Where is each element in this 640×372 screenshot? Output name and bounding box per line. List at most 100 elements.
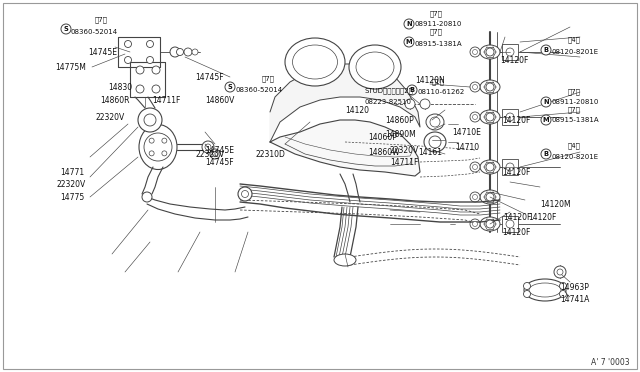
Text: 14120: 14120 <box>345 106 369 115</box>
Text: 14860W: 14860W <box>368 148 399 157</box>
Ellipse shape <box>292 45 337 79</box>
Circle shape <box>144 114 156 126</box>
Circle shape <box>147 41 154 48</box>
Circle shape <box>149 138 154 143</box>
Ellipse shape <box>349 45 401 89</box>
Circle shape <box>470 47 480 57</box>
Text: （1）: （1） <box>432 79 445 85</box>
Text: B: B <box>543 47 548 53</box>
Circle shape <box>152 85 160 93</box>
Text: 08915-1381A: 08915-1381A <box>552 117 600 123</box>
Circle shape <box>486 193 494 201</box>
Text: 14710: 14710 <box>455 142 479 151</box>
Ellipse shape <box>524 279 566 301</box>
Text: 08120-8201E: 08120-8201E <box>552 154 599 160</box>
Circle shape <box>144 133 172 161</box>
Circle shape <box>541 97 551 107</box>
Circle shape <box>470 192 480 202</box>
Circle shape <box>472 84 477 90</box>
Text: S: S <box>63 26 68 32</box>
Text: 14120F: 14120F <box>500 55 529 64</box>
Ellipse shape <box>426 114 444 130</box>
Text: 14745E: 14745E <box>88 48 117 57</box>
Circle shape <box>170 47 180 57</box>
Text: 14745E: 14745E <box>205 145 234 154</box>
Text: （7）: （7） <box>262 76 275 82</box>
Text: 14741A: 14741A <box>560 295 589 305</box>
Text: 22320V: 22320V <box>95 112 124 122</box>
Text: 14775M: 14775M <box>55 62 86 71</box>
Circle shape <box>404 19 414 29</box>
Ellipse shape <box>285 38 345 86</box>
Text: 08120-8201E: 08120-8201E <box>552 49 599 55</box>
Text: STUDスタッド（2）: STUDスタッド（2） <box>365 88 414 94</box>
Circle shape <box>472 49 477 55</box>
Circle shape <box>506 220 514 228</box>
Ellipse shape <box>480 110 500 124</box>
Polygon shape <box>270 120 420 176</box>
Text: 14860P: 14860P <box>385 115 413 125</box>
Text: N: N <box>406 21 412 27</box>
Circle shape <box>524 291 531 298</box>
Circle shape <box>177 48 184 55</box>
Circle shape <box>430 117 440 127</box>
Text: （7）: （7） <box>568 107 581 113</box>
Text: 22310D: 22310D <box>255 150 285 158</box>
Text: 08360-52014: 08360-52014 <box>70 29 117 35</box>
FancyBboxPatch shape <box>502 109 518 125</box>
Text: 14120F: 14120F <box>528 212 556 221</box>
Polygon shape <box>270 64 420 142</box>
Circle shape <box>557 269 563 275</box>
Text: 14060P: 14060P <box>368 132 397 141</box>
Text: 22320V: 22320V <box>195 150 224 158</box>
Text: M: M <box>543 117 549 123</box>
Text: 14963P: 14963P <box>560 282 589 292</box>
Text: （4）: （4） <box>568 143 581 149</box>
Text: 08911-20810: 08911-20810 <box>415 21 462 27</box>
Ellipse shape <box>424 132 446 152</box>
Circle shape <box>470 162 480 172</box>
Text: （7）: （7） <box>430 11 443 17</box>
Circle shape <box>162 151 167 156</box>
Text: 22320V: 22320V <box>390 145 419 154</box>
Circle shape <box>407 85 417 95</box>
Circle shape <box>138 108 162 132</box>
Text: 14890M: 14890M <box>385 129 416 138</box>
Text: 14120M: 14120M <box>540 199 571 208</box>
Text: 08110-61262: 08110-61262 <box>418 89 465 95</box>
Circle shape <box>524 282 531 289</box>
Circle shape <box>152 66 160 74</box>
Circle shape <box>238 187 252 201</box>
FancyBboxPatch shape <box>502 216 518 232</box>
Circle shape <box>470 219 480 229</box>
Circle shape <box>486 113 494 121</box>
Circle shape <box>472 115 477 119</box>
Ellipse shape <box>480 190 500 204</box>
Text: 14775: 14775 <box>60 192 84 202</box>
Text: S: S <box>228 84 232 90</box>
Ellipse shape <box>480 160 500 174</box>
Circle shape <box>61 24 71 34</box>
Circle shape <box>420 99 430 109</box>
Circle shape <box>147 57 154 64</box>
Text: 14710E: 14710E <box>452 128 481 137</box>
Text: B: B <box>410 87 415 93</box>
Circle shape <box>125 57 131 64</box>
Circle shape <box>506 163 514 171</box>
Circle shape <box>404 37 414 47</box>
FancyBboxPatch shape <box>502 44 518 60</box>
Text: 22320V: 22320V <box>56 180 85 189</box>
Circle shape <box>486 220 494 228</box>
Text: （4）: （4） <box>568 37 581 43</box>
Ellipse shape <box>480 217 500 231</box>
Text: 14745F: 14745F <box>195 73 223 81</box>
Ellipse shape <box>480 80 500 94</box>
Circle shape <box>486 163 494 171</box>
Text: 14161: 14161 <box>418 148 442 157</box>
Circle shape <box>470 82 480 92</box>
Circle shape <box>142 192 152 202</box>
Circle shape <box>559 291 566 298</box>
Text: （7）: （7） <box>430 29 443 35</box>
Text: 08911-20810: 08911-20810 <box>552 99 600 105</box>
Circle shape <box>202 141 214 153</box>
